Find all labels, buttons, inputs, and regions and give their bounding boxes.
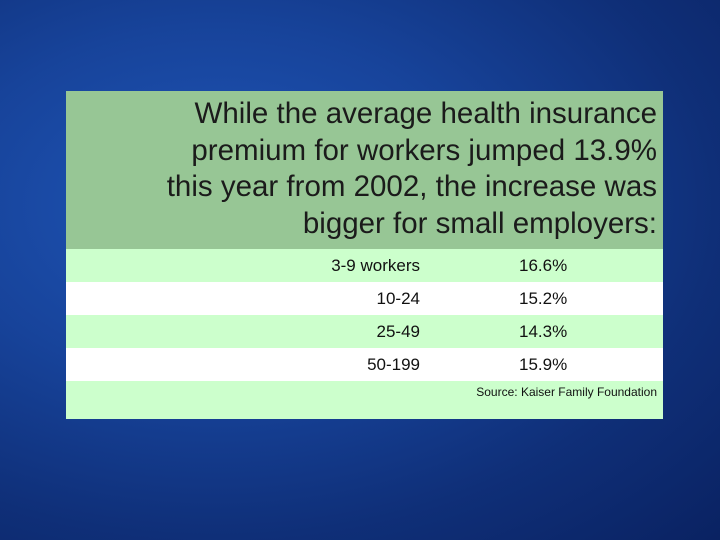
premium-increase: 16.6% xyxy=(519,256,568,275)
premium-increase-table: While the average health insurance premi… xyxy=(66,91,663,419)
employer-size: 3-9 workers xyxy=(331,256,420,275)
employer-size: 25-49 xyxy=(376,322,420,341)
premium-increase: 15.2% xyxy=(519,289,568,308)
headline: While the average health insurance premi… xyxy=(166,97,657,240)
employer-size: 10-24 xyxy=(376,289,420,308)
premium-increase: 14.3% xyxy=(519,322,568,341)
employer-size: 50-199 xyxy=(367,355,420,374)
table-row: 25-49 14.3% xyxy=(66,315,663,348)
table-row: 50-199 15.9% xyxy=(66,348,663,381)
table-header: While the average health insurance premi… xyxy=(66,91,663,249)
table-row: 10-24 15.2% xyxy=(66,282,663,315)
source-note: Source: Kaiser Family Foundation xyxy=(476,385,657,399)
premium-increase: 15.9% xyxy=(519,355,568,374)
table-footer: Source: Kaiser Family Foundation xyxy=(66,381,663,419)
table-row: 3-9 workers 16.6% xyxy=(66,249,663,282)
